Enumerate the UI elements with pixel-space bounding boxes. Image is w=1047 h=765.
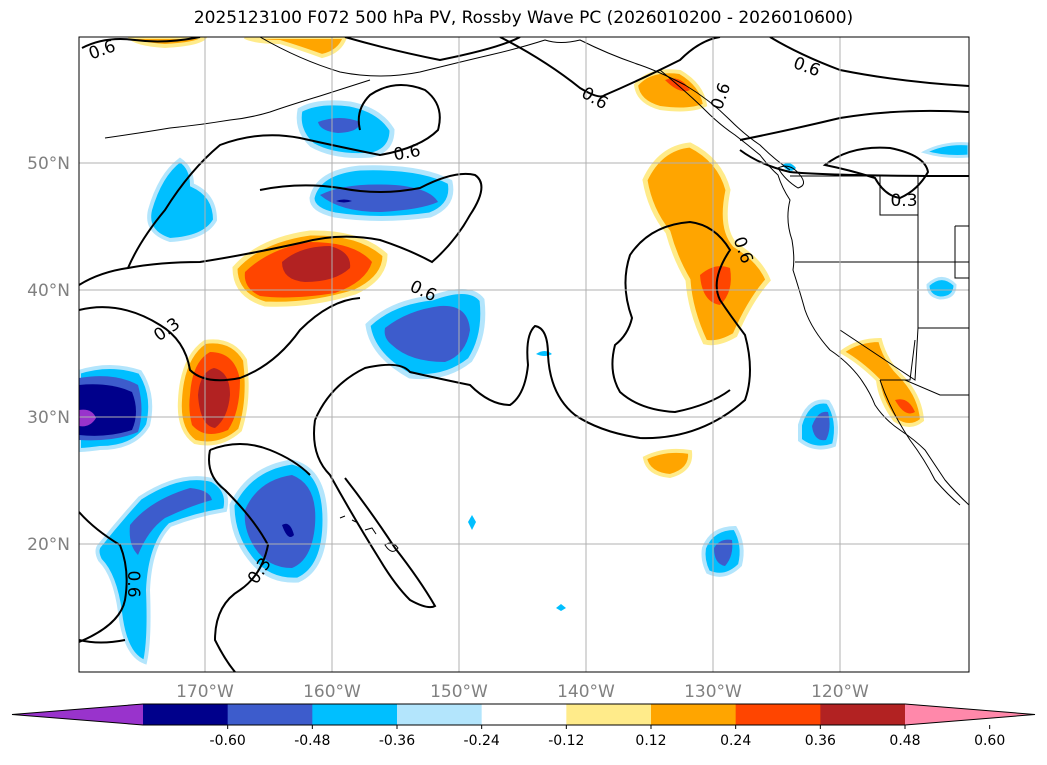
colorbar-tick-label: -0.48 (294, 733, 330, 749)
colorbar-segment (397, 704, 483, 725)
contour-0.6-central (314, 220, 751, 440)
colorbar-segment (820, 704, 906, 725)
border-states-8 (954, 225, 969, 279)
coast-panhandle (659, 69, 969, 506)
fill-mblue-47n (320, 184, 438, 212)
fill-mblue-19n (714, 539, 733, 566)
lon-label: 130°W (684, 682, 742, 702)
contour-0.6-trough (127, 172, 483, 269)
colorbar-tick-label: -0.36 (379, 733, 415, 749)
contour-0.6-north (79, 84, 441, 286)
fill-dblue-47n (336, 199, 352, 203)
colorbar-tick-label: -0.60 (210, 733, 246, 749)
coast-alaska (259, 37, 791, 171)
colorbar-extend-max (905, 704, 1035, 725)
colorbar-tick-label: 0.48 (889, 733, 920, 749)
contour-0.6-ak (499, 37, 721, 98)
contour-label: 0.6 (392, 141, 422, 165)
colorbar-segment (227, 704, 313, 725)
fill-orange-top-mid (244, 37, 348, 59)
lat-labels: 50°N 40°N 30°N 20°N (27, 154, 70, 555)
coast-hawaii-1 (384, 542, 399, 552)
fill-mblue-37n (384, 305, 470, 362)
lat-label: 20°N (27, 535, 70, 555)
fill-darkred-41n (282, 246, 351, 282)
contour-0.6-topleft (81, 37, 201, 49)
coast-hawaii-3 (339, 515, 357, 523)
fill-orange-west-coast (642, 142, 771, 346)
lon-label: 120°W (811, 682, 869, 702)
fill-dblue-22n-b (282, 523, 294, 538)
fill-blue-small-1 (926, 277, 957, 300)
colorbar-segment (651, 704, 737, 725)
contour-0.3-mid (79, 297, 361, 382)
contour-0.6-south-loop (313, 419, 437, 609)
fill-darkred-31n (198, 368, 230, 428)
lon-labels: 170°W 160°W 150°W 140°W 130°W 120°W (176, 682, 869, 702)
colorbar-tick-label: 0.12 (635, 733, 666, 749)
pv-contours (79, 37, 969, 672)
contour-0.3-south (208, 449, 270, 672)
colorbar-extend-min (12, 704, 143, 725)
colorbar-segment (143, 704, 229, 725)
fill-orange-26n (642, 448, 693, 479)
colorbar-tick-label: -0.12 (548, 733, 584, 749)
lat-label: 50°N (27, 154, 70, 174)
colorbar-outline (11, 703, 1036, 726)
coast-vancouver (777, 165, 804, 189)
colorbar: -0.60 -0.48 -0.36 -0.24 -0.12 0.12 0.24 0.36 0.4… (11, 703, 1036, 749)
lat-label: 40°N (27, 281, 70, 301)
coast-baja (879, 379, 961, 506)
fill-blue-small-2 (920, 142, 969, 158)
contour-0.3-s2 (209, 443, 311, 476)
fill-mblue-29n-east (812, 411, 830, 441)
lon-label: 140°W (557, 682, 615, 702)
fill-red-socal (895, 399, 915, 414)
colorbar-tick-label: -0.24 (464, 733, 500, 749)
contour-label: 0.6 (123, 570, 143, 597)
contour-0.6-sw (79, 511, 128, 643)
contour-label: 0.3 (890, 191, 917, 211)
fill-blue-small-4 (468, 515, 476, 530)
fill-dblue-31n-left (79, 384, 136, 436)
contour-0.6-ridge (344, 37, 521, 62)
fill-mblue-22n-b (244, 475, 316, 568)
fill-blue-22n (95, 476, 229, 665)
lat-label: 30°N (27, 408, 70, 428)
coast-hawaii-2 (364, 527, 377, 535)
gridlines (79, 37, 969, 672)
colorbar-segment (312, 704, 398, 725)
lon-label: 150°W (430, 682, 488, 702)
border-states-5 (879, 176, 918, 216)
map-frame (78, 36, 970, 673)
contour-0.6-w (79, 639, 126, 644)
fill-mblue-22n (129, 488, 212, 555)
fill-purple-31n-left (79, 409, 96, 427)
fill-mblue-north (318, 118, 360, 133)
map-title: 2025123100 F072 500 hPa PV, Rossby Wave … (193, 8, 854, 28)
colorbar-segment (566, 704, 652, 725)
pv-anomaly-fills (79, 37, 969, 665)
lon-label: 160°W (303, 682, 361, 702)
coast-aleutian-1 (104, 79, 371, 139)
colorbar-tick-label: 0.36 (805, 733, 836, 749)
fill-orange-alaska (633, 69, 708, 112)
fill-blue-small-5 (556, 604, 566, 611)
colorbar-segment (735, 704, 821, 725)
lon-label: 170°W (176, 682, 234, 702)
colorbar-tick-label: 0.60 (974, 733, 1005, 749)
coastlines (104, 37, 969, 552)
colorbar-segment (481, 704, 567, 725)
colorbar-tick-label: 0.24 (720, 733, 751, 749)
border-mexico (880, 339, 969, 396)
fill-red-west-coast (700, 266, 731, 305)
contour-0.6-ne (769, 37, 969, 87)
